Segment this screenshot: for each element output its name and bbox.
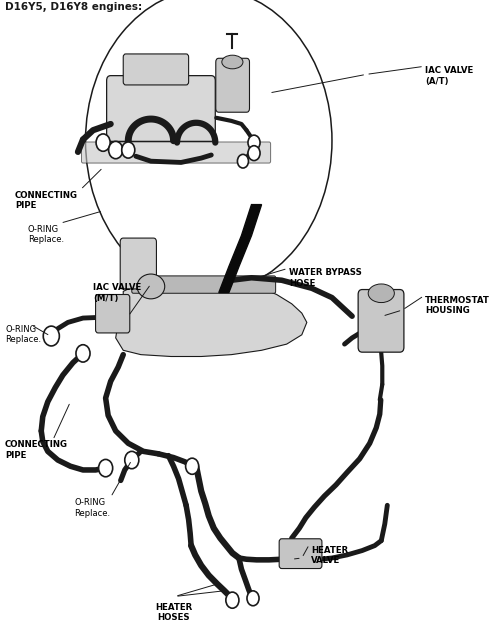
Polygon shape — [219, 205, 262, 293]
Circle shape — [76, 345, 90, 362]
FancyBboxPatch shape — [216, 58, 249, 112]
Circle shape — [96, 134, 110, 151]
FancyBboxPatch shape — [120, 238, 156, 289]
FancyBboxPatch shape — [81, 142, 271, 163]
FancyBboxPatch shape — [107, 76, 215, 141]
Text: WATER BYPASS
HOSE: WATER BYPASS HOSE — [289, 268, 362, 288]
Text: IAC VALVE
(A/T): IAC VALVE (A/T) — [425, 66, 473, 86]
Circle shape — [186, 458, 199, 474]
FancyBboxPatch shape — [96, 294, 130, 333]
Ellipse shape — [368, 284, 394, 303]
Polygon shape — [116, 279, 307, 356]
Circle shape — [99, 459, 113, 477]
Text: IAC VALVE
(M/T): IAC VALVE (M/T) — [93, 283, 141, 303]
FancyBboxPatch shape — [358, 290, 404, 352]
Circle shape — [86, 0, 332, 293]
FancyBboxPatch shape — [279, 539, 322, 569]
Text: O-RING
Replace.: O-RING Replace. — [74, 498, 111, 518]
Ellipse shape — [137, 274, 165, 299]
Text: CONNECTING
PIPE: CONNECTING PIPE — [15, 191, 78, 210]
Circle shape — [109, 141, 123, 159]
FancyBboxPatch shape — [132, 276, 276, 293]
Circle shape — [237, 154, 248, 168]
Text: CONNECTING
PIPE: CONNECTING PIPE — [5, 440, 68, 459]
Circle shape — [248, 146, 260, 161]
Text: HEATER
HOSES: HEATER HOSES — [155, 603, 192, 620]
FancyBboxPatch shape — [123, 54, 189, 85]
Circle shape — [122, 142, 135, 158]
Text: THERMOSTAT
HOUSING: THERMOSTAT HOUSING — [425, 296, 490, 315]
Circle shape — [43, 326, 59, 346]
Text: D16Y5, D16Y8 engines:: D16Y5, D16Y8 engines: — [5, 2, 142, 12]
Text: O-RING
Replace.: O-RING Replace. — [5, 325, 41, 344]
Text: HEATER
VALVE: HEATER VALVE — [311, 546, 348, 565]
Circle shape — [226, 592, 239, 608]
Circle shape — [247, 591, 259, 606]
Ellipse shape — [222, 55, 243, 69]
Text: O-RING
Replace.: O-RING Replace. — [28, 225, 64, 244]
Circle shape — [248, 135, 260, 150]
Circle shape — [125, 451, 139, 469]
